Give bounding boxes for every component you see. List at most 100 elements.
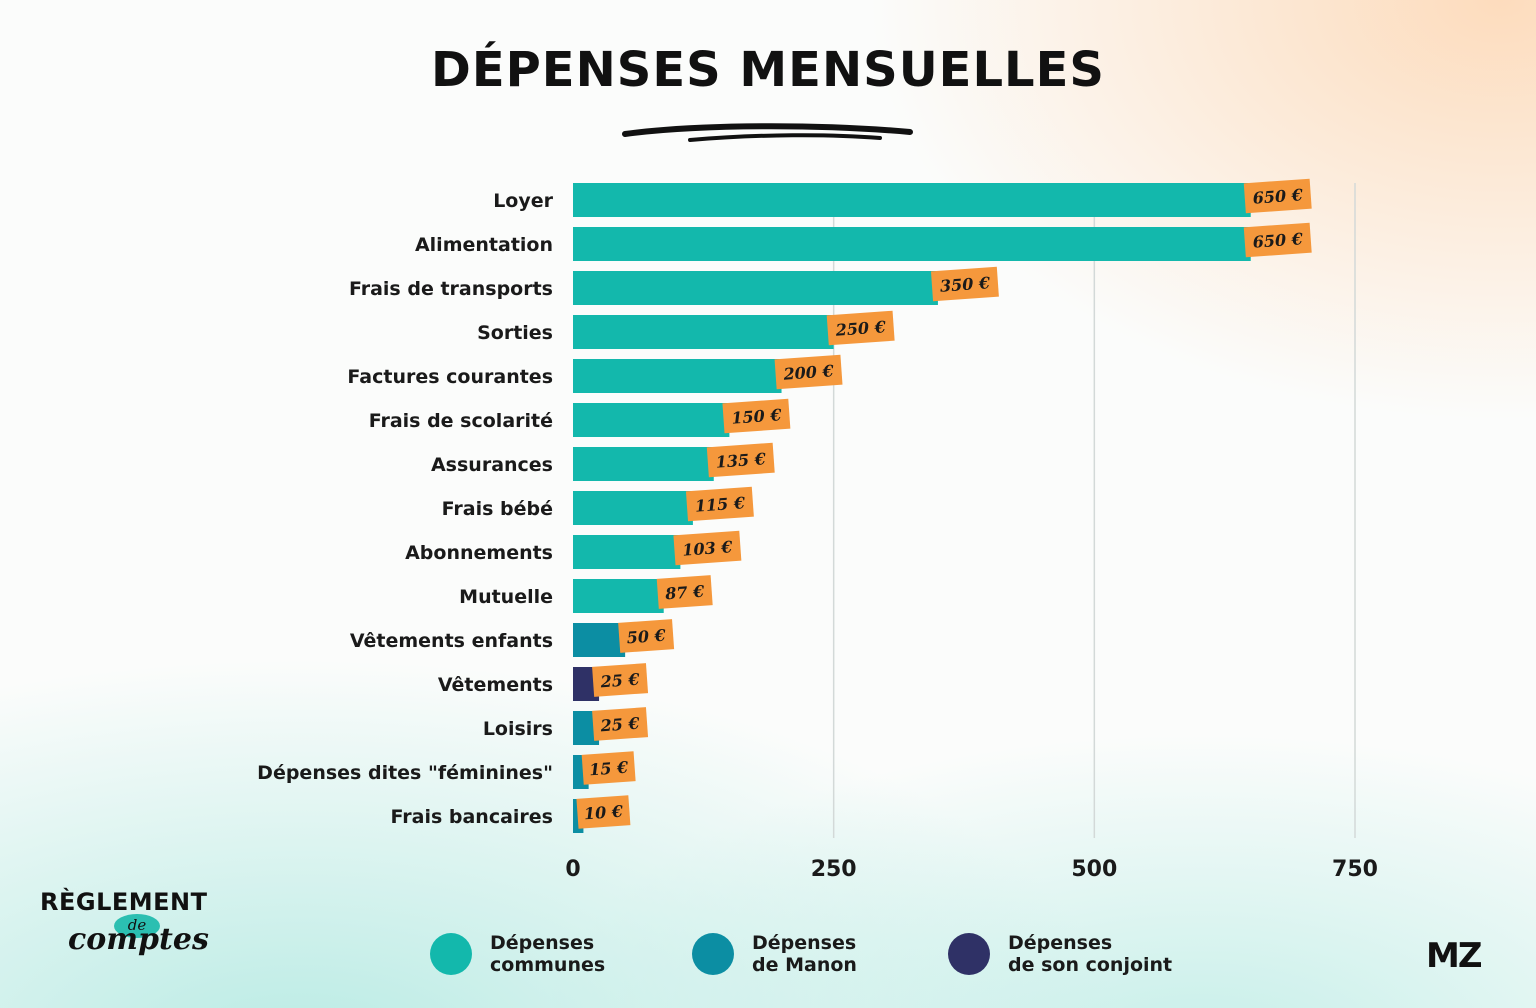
legend-item-manon: Dépenses de Manon [692, 932, 952, 976]
value-label-text-6: 135 € [715, 449, 767, 472]
category-label-13: Dépenses dites "féminines" [257, 762, 553, 784]
value-label-text-3: 250 € [834, 317, 887, 340]
value-label-bg-10 [618, 619, 675, 653]
value-label-5: 150 € [722, 398, 791, 434]
x-tick-label-500: 500 [1071, 857, 1117, 882]
value-label-bg-11 [592, 663, 649, 697]
value-label-bg-8 [673, 530, 742, 566]
value-label-8: 103 € [673, 530, 742, 566]
value-label-text-9: 87 € [664, 582, 706, 604]
value-label-text-2: 350 € [939, 273, 991, 296]
value-label-10: 50 € [618, 619, 675, 653]
x-tick-label-0: 0 [565, 857, 580, 882]
value-label-13: 15 € [581, 751, 636, 785]
value-label-text-11: 25 € [599, 670, 641, 692]
category-label-0: Loyer [493, 190, 553, 212]
value-label-text-14: 10 € [583, 802, 624, 824]
legend-label-conjoint-line2: de son conjoint [1008, 954, 1173, 976]
category-label-12: Loisirs [483, 718, 553, 740]
bar-6 [573, 447, 714, 481]
bar-10 [573, 623, 626, 657]
category-label-2: Frais de transports [349, 278, 553, 300]
value-label-9: 87 € [656, 575, 713, 609]
chart-category-labels: Loyer Alimentation Frais de transports Sort… [257, 190, 553, 828]
value-label-1: 650 € [1243, 222, 1312, 258]
value-label-text-4: 200 € [782, 361, 835, 384]
value-label-0: 650 € [1243, 178, 1312, 214]
mz-logo: MZ [1426, 936, 1482, 976]
value-label-bg-0 [1243, 178, 1312, 214]
bar-9 [573, 579, 664, 613]
value-label-bg-6 [706, 442, 775, 478]
category-label-1: Alimentation [415, 234, 553, 256]
value-label-11: 25 € [592, 663, 649, 697]
value-label-bg-14 [576, 795, 631, 829]
category-label-14: Frais bancaires [390, 806, 553, 828]
value-label-bg-1 [1243, 222, 1312, 258]
value-label-6: 135 € [706, 442, 775, 478]
value-label-text-7: 115 € [694, 493, 746, 516]
value-label-7: 115 € [685, 486, 754, 522]
category-label-7: Frais bébé [442, 498, 553, 520]
value-label-text-1: 650 € [1252, 229, 1304, 252]
category-label-9: Mutuelle [459, 586, 553, 608]
bar-7 [573, 491, 693, 525]
legend-swatch-manon [692, 933, 734, 975]
value-label-bg-4 [774, 354, 843, 390]
chart-title: DÉPENSES MENSUELLES [430, 42, 1105, 98]
logo-text-top: RÈGLEMENT [40, 888, 208, 916]
chart-bars [573, 183, 1251, 833]
value-label-bg-9 [656, 575, 713, 609]
bar-8 [573, 535, 681, 569]
value-label-text-8: 103 € [682, 537, 734, 560]
bar-4 [573, 359, 782, 393]
value-label-4: 200 € [774, 354, 843, 390]
legend-label-manon-line1: Dépenses [752, 932, 857, 954]
category-label-5: Frais de scolarité [369, 410, 553, 432]
category-label-6: Assurances [431, 454, 553, 476]
value-label-bg-12 [592, 707, 649, 741]
legend-swatch-communes [430, 933, 472, 975]
chart-tick-labels: 0 250 500 750 [565, 857, 1378, 882]
x-tick-label-750: 750 [1332, 857, 1378, 882]
x-tick-label-250: 250 [811, 857, 857, 882]
legend-label-conjoint-line1: Dépenses [1008, 932, 1113, 954]
value-label-text-5: 150 € [731, 405, 783, 428]
legend-item-communes: Dépenses communes [430, 932, 690, 976]
bar-0 [573, 183, 1251, 217]
title-underline-decoration [622, 123, 913, 142]
value-label-text-13: 15 € [589, 758, 630, 780]
value-label-text-10: 50 € [626, 626, 667, 648]
value-label-text-12: 25 € [599, 714, 641, 736]
value-label-bg-5 [722, 398, 791, 434]
chart-value-labels: 650 € 650 € 350 € 250 € 200 € 150 € 135 € 115 €… [576, 178, 1312, 829]
legend-swatch-conjoint [948, 933, 990, 975]
category-label-8: Abonnements [405, 542, 553, 564]
bar-3 [573, 315, 834, 349]
value-label-bg-2 [930, 266, 999, 302]
value-label-bg-3 [826, 310, 895, 346]
legend-label-communes-line2: communes [490, 954, 606, 976]
value-label-bg-13 [581, 751, 636, 785]
legend-label-manon-line2: de Manon [752, 954, 857, 976]
value-label-2: 350 € [930, 266, 999, 302]
value-label-text-0: 650 € [1252, 185, 1304, 208]
value-label-12: 25 € [592, 707, 649, 741]
logo-text-comptes: comptes [68, 922, 209, 957]
bar-2 [573, 271, 938, 305]
category-label-4: Factures courantes [347, 366, 553, 388]
category-label-10: Vêtements enfants [350, 630, 553, 652]
category-label-3: Sorties [477, 322, 553, 344]
legend-label-communes-line1: Dépenses [490, 932, 595, 954]
reglement-de-comptes-logo: RÈGLEMENT de comptes [40, 888, 240, 957]
logo-text-de: de [114, 914, 160, 938]
category-label-11: Vêtements [438, 674, 553, 696]
value-label-3: 250 € [826, 310, 895, 346]
bar-5 [573, 403, 730, 437]
value-label-bg-7 [685, 486, 754, 522]
value-label-14: 10 € [576, 795, 631, 829]
legend-item-conjoint: Dépenses de son conjoint [948, 932, 1248, 976]
bar-1 [573, 227, 1251, 261]
